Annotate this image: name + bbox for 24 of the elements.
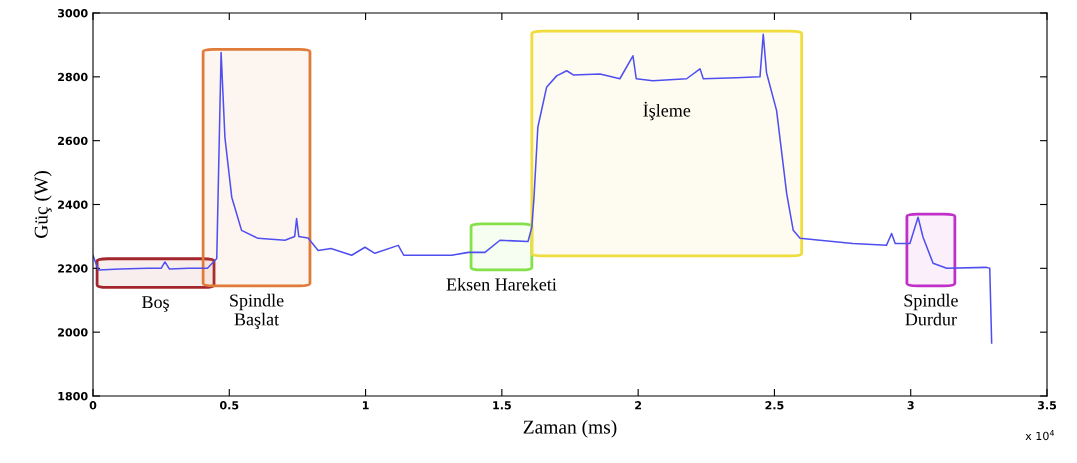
y-tick-label: 2600 xyxy=(58,136,88,146)
text: x 10$^{4}$ xyxy=(1025,430,1055,441)
band-label: Eksen Hareketi xyxy=(446,277,557,291)
x-tick-label: 2.5 xyxy=(765,401,784,410)
band-label: Spindle Başlat xyxy=(230,293,284,330)
y-tick-label: 2000 xyxy=(58,328,88,337)
x-tick-label: 1 xyxy=(362,401,369,410)
x-tick-label: 0.5 xyxy=(219,401,239,410)
x-tick-label: 0 xyxy=(89,401,97,410)
y-tick-label: 2400 xyxy=(58,200,88,209)
x-tick-label: 2 xyxy=(635,401,642,410)
y-tick-label: 3000 xyxy=(57,8,88,18)
y-tick-label: 2800 xyxy=(58,72,88,82)
y-axis-title: Güç (W) xyxy=(34,171,52,238)
band-label: Boş xyxy=(142,296,169,312)
x-tick-label: 3 xyxy=(907,401,914,410)
x-axis-title: Zaman (ms) xyxy=(523,419,617,438)
x-tick-label: 3.5 xyxy=(1037,401,1057,410)
x-tick-label: 1.5 xyxy=(493,401,511,410)
y-tick-label: 2200 xyxy=(58,264,88,273)
band-label: Spindle Durdur xyxy=(904,293,958,326)
band-label: İşleme xyxy=(643,101,691,121)
line-series xyxy=(93,33,993,344)
y-tick-label: 1800 xyxy=(58,391,88,401)
